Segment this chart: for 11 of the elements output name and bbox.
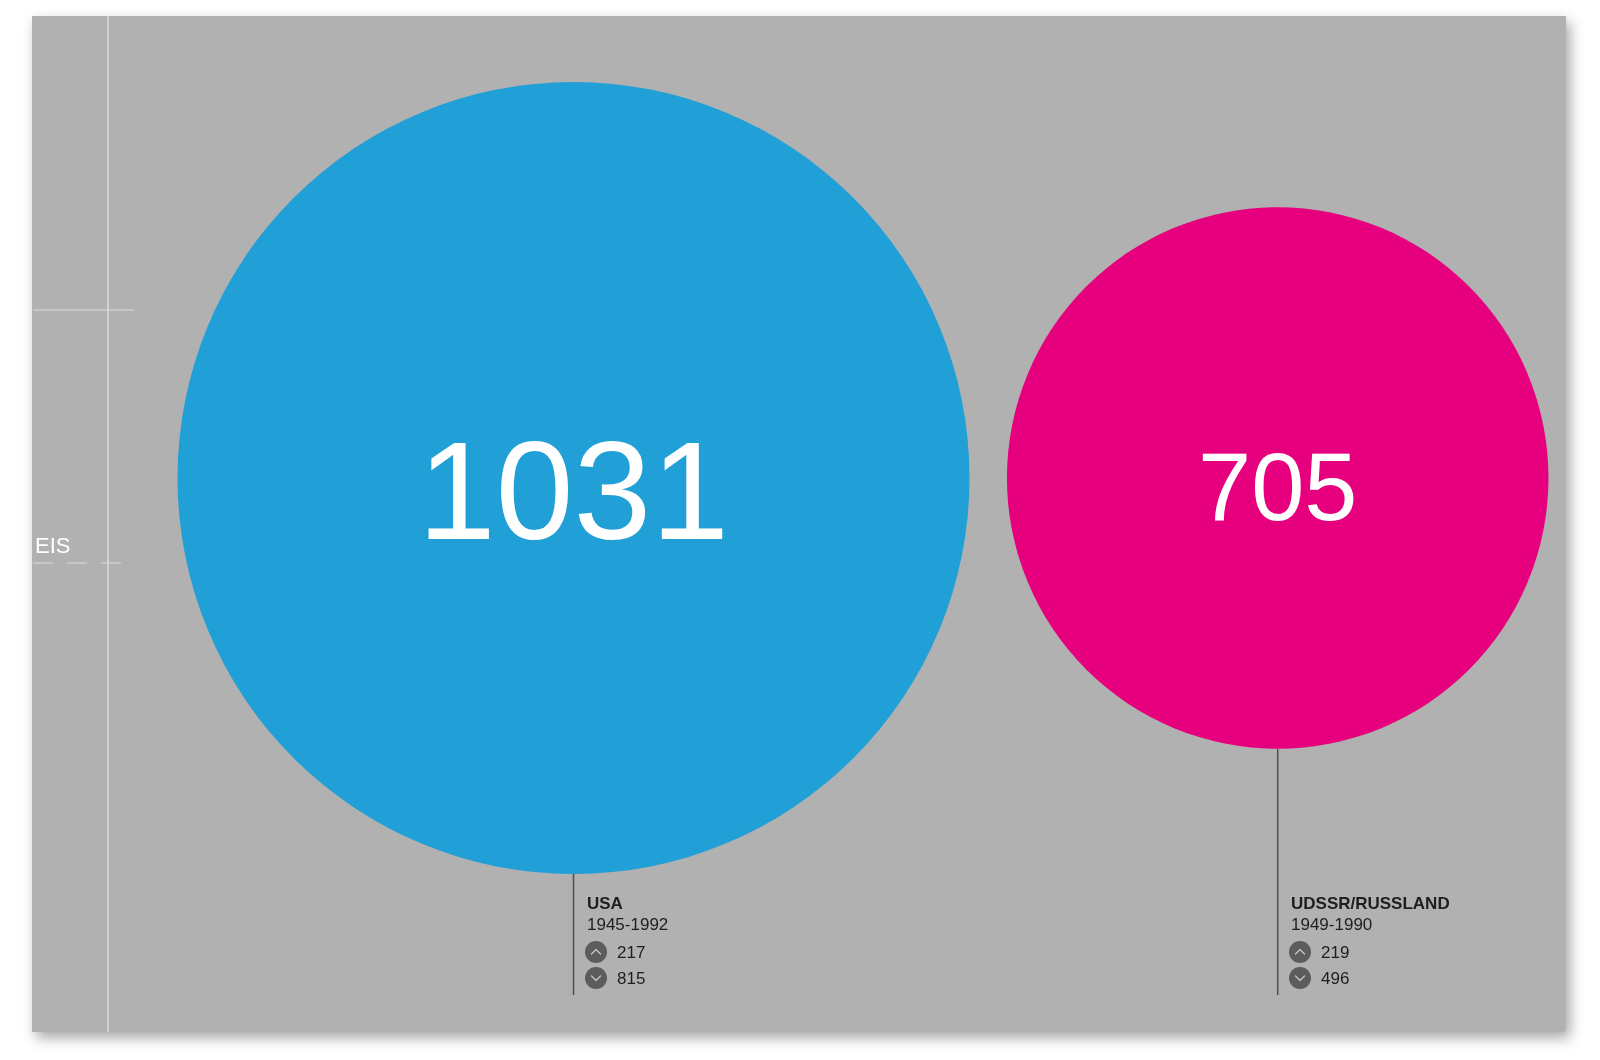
data-label: 1031 [418, 412, 729, 569]
text: EIS [35, 533, 71, 558]
data-label: 705 [1198, 433, 1358, 540]
text: 496 [1321, 969, 1350, 988]
category-label: UDSSR/RUSSLAND [1291, 894, 1450, 913]
text: 1949-1990 [1291, 915, 1373, 934]
text: 219 [1321, 943, 1350, 962]
text: 815 [617, 969, 646, 988]
text: 1945-1992 [587, 915, 669, 934]
text: 217 [617, 943, 646, 962]
category-label: USA [587, 894, 623, 913]
